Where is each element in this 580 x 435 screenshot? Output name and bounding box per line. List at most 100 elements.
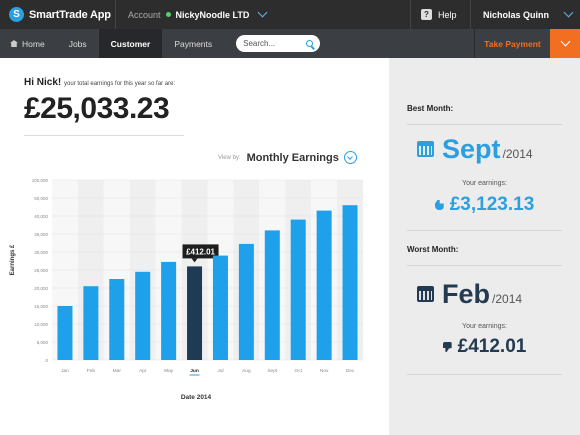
worst-month-title: Worst Month: (407, 245, 459, 254)
divider (407, 124, 562, 125)
divider (407, 230, 562, 231)
nav-bar: Home Jobs Customer Payments Take Payment (0, 29, 580, 58)
chart-bar-may[interactable] (161, 261, 177, 360)
greeting-name: Hi Nick! (24, 77, 62, 88)
x-tick-label: May (164, 368, 174, 374)
menu-toggle-button[interactable] (550, 29, 580, 58)
y-tick-label: 40,000 (34, 214, 48, 219)
y-tick-label: 100,000 (32, 178, 49, 183)
earnings-panel: Hi Nick! your total earnings for this ye… (0, 58, 389, 435)
chevron-down-icon[interactable] (563, 7, 574, 18)
y-tick-label: 10,000 (34, 322, 48, 327)
chart-bar-jan[interactable] (57, 306, 73, 360)
bar-tooltip (182, 244, 219, 259)
best-month-title: Best Month: (407, 104, 454, 113)
divider (407, 374, 562, 375)
nav-item-jobs[interactable]: Jobs (57, 29, 99, 58)
chart-bar-sept[interactable] (264, 230, 280, 360)
app-logo[interactable]: S SmartTrade App (0, 0, 116, 29)
nav-item-payments[interactable]: Payments (162, 29, 224, 58)
greeting: Hi Nick! your total earnings for this ye… (24, 77, 175, 88)
best-month-row: Sept /2014 (417, 136, 533, 163)
chevron-down-icon[interactable] (257, 7, 268, 18)
x-tick-label: Aug (242, 368, 251, 374)
chart-bar-dec[interactable] (342, 205, 358, 360)
x-tick-label: Jul (217, 368, 223, 374)
help-button[interactable]: ? Help (410, 0, 457, 29)
account-name: NickyNoodle LTD (175, 9, 250, 20)
x-tick-label: Feb (87, 368, 96, 374)
take-payment-button[interactable]: Take Payment (474, 29, 550, 58)
earnings-bar-chart: 0 5,000 10,000 15,000 20,000 25,000 30,000 35,0… (10, 178, 363, 401)
chart-bars: £412.01 (57, 205, 358, 360)
y-tick-label: 20,000 (34, 286, 48, 291)
help-icon: ? (421, 9, 432, 20)
y-tick-label: 0 (45, 358, 48, 363)
status-dot-icon (165, 12, 171, 17)
nav-item-label: Payments (174, 38, 213, 49)
chevron-down-icon (560, 36, 570, 47)
y-axis-ticks: 0 5,000 10,000 15,000 20,000 25,000 30,000 35,0… (32, 178, 49, 363)
search-input[interactable] (243, 39, 304, 48)
x-tick-label: Oct (294, 368, 302, 374)
chart-bar-jun[interactable] (187, 266, 203, 360)
worst-month-name: Feb (442, 279, 491, 309)
user-name: Nicholas Quinn (483, 9, 550, 20)
view-by-selector[interactable]: View by: Monthly Earnings (218, 151, 357, 164)
thumbs-up-icon (434, 200, 444, 210)
account-label: Account (128, 9, 161, 20)
divider (407, 265, 562, 266)
chart-bar-nov[interactable] (316, 210, 332, 360)
logo-s-icon: S (9, 7, 24, 22)
x-tick-label: Apr (139, 368, 147, 374)
best-earnings-value: £3,123.13 (449, 194, 535, 215)
y-tick-label: 15,000 (34, 304, 48, 309)
x-tick-label: Dec (346, 368, 355, 374)
bar-tooltip-pointer (191, 258, 198, 263)
y-tick-label: 50,000 (34, 196, 48, 201)
y-tick-label: 30,000 (34, 250, 48, 255)
calendar-icon (417, 286, 434, 302)
divider (24, 135, 184, 136)
view-by-dropdown-button[interactable] (343, 151, 357, 164)
account-selector[interactable]: Account NickyNoodle LTD (116, 0, 268, 29)
home-icon (10, 40, 18, 47)
chart-bar-mar[interactable] (109, 279, 125, 360)
side-panel: Best Month: Sept /2014 Your earnings: £3… (389, 58, 580, 435)
best-month-name: Sept (442, 134, 501, 164)
y-tick-label: 25,000 (34, 268, 48, 273)
worst-earnings-row: £412.01 (389, 336, 580, 358)
x-tick-label: Jun (190, 368, 199, 374)
best-earnings-row: £3,123.13 (389, 194, 580, 216)
x-tick-label: Sept (267, 368, 278, 374)
chart-bar-aug[interactable] (238, 243, 254, 360)
nav-item-label: Home (22, 38, 45, 49)
help-label: Help (438, 9, 457, 20)
total-earnings: £25,033.23 (24, 92, 170, 125)
search-icon[interactable] (306, 40, 314, 47)
y-tick-label: 35,000 (34, 232, 48, 237)
chart-bar-oct[interactable] (290, 219, 306, 360)
nav-item-customer[interactable]: Customer (98, 29, 163, 58)
chart-grid (52, 179, 363, 361)
nav-item-home[interactable]: Home (0, 29, 57, 58)
search-box[interactable] (236, 35, 321, 52)
earnings-chart: 0 5,000 10,000 15,000 20,000 25,000 30,000 35,0… (0, 170, 389, 415)
top-bar: S SmartTrade App Account NickyNoodle LTD… (0, 0, 580, 29)
chart-bar-feb[interactable] (83, 286, 99, 360)
worst-month-row: Feb /2014 (417, 281, 522, 308)
y-axis-label: Earnings £ (10, 244, 16, 275)
app-name: SmartTrade App (29, 8, 111, 21)
view-by-value[interactable]: Monthly Earnings (246, 151, 339, 164)
y-tick-label: 5,000 (37, 340, 49, 345)
calendar-icon (417, 141, 434, 157)
x-axis-label: Date 2014 (181, 394, 212, 401)
x-tick-label: Jan (61, 368, 69, 374)
chart-bar-jul[interactable] (212, 255, 228, 360)
thumbs-down-icon (442, 342, 452, 352)
chart-bar-apr[interactable] (135, 271, 151, 360)
x-tick-label: Nov (320, 368, 329, 374)
worst-month-year: /2014 (492, 292, 523, 306)
user-menu[interactable]: Nicholas Quinn (470, 0, 580, 29)
x-axis-ticks: Jan Feb Mar Apr May Jun Jul Aug Sept Oct Nov Dec (61, 368, 355, 376)
